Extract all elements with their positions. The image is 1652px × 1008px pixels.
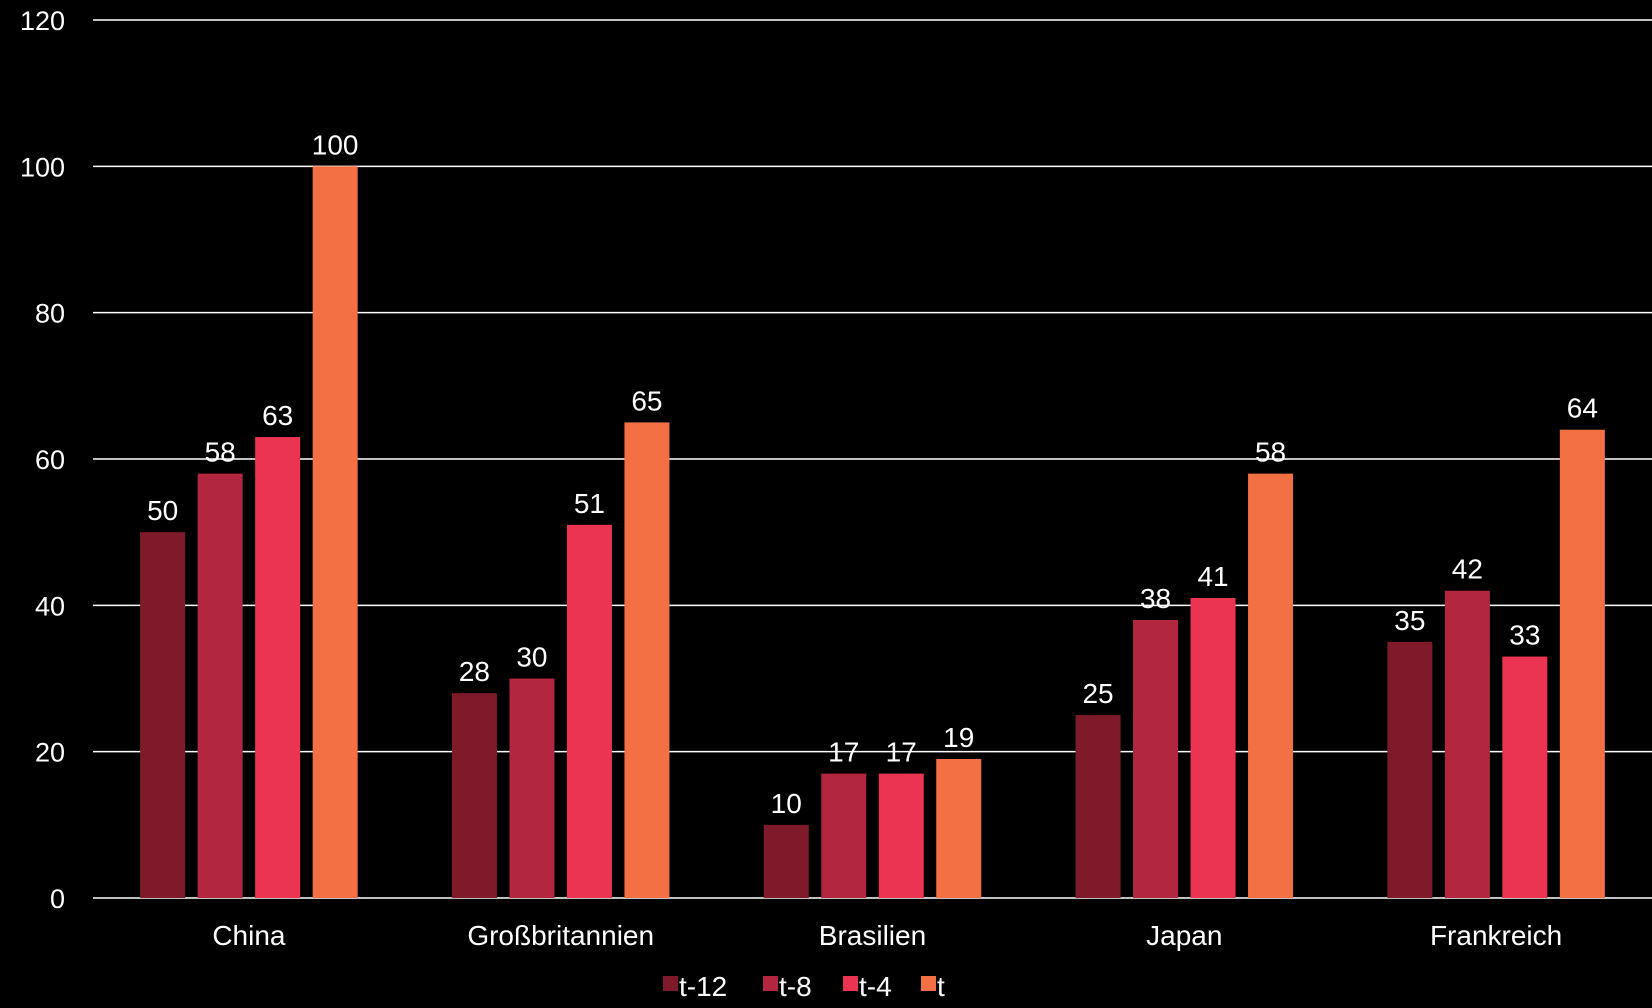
y-tick-label: 40 — [35, 591, 65, 621]
y-tick-label: 100 — [20, 152, 65, 182]
y-tick-label: 120 — [20, 6, 65, 36]
data-label: 41 — [1197, 561, 1228, 592]
x-tick-label: China — [212, 920, 286, 951]
bar — [1387, 641, 1433, 898]
data-label: 51 — [574, 488, 605, 519]
y-axis-tick-labels: 0 20 40 60 80 100 120 — [20, 6, 65, 914]
bar — [140, 532, 186, 898]
y-tick-label: 0 — [50, 884, 65, 914]
bar — [1190, 598, 1236, 898]
legend-item: t-4 — [843, 971, 892, 1002]
bar — [763, 824, 809, 898]
bar — [255, 437, 301, 898]
legend-label: t-8 — [779, 971, 812, 1002]
bar — [312, 166, 358, 899]
legend-swatch — [663, 976, 678, 991]
data-label: 38 — [1140, 583, 1171, 614]
bar — [509, 678, 555, 898]
data-label: 65 — [631, 385, 662, 416]
data-label: 30 — [516, 642, 547, 673]
bar — [1559, 429, 1605, 898]
legend-item: t-8 — [763, 971, 812, 1002]
legend-swatch — [763, 976, 778, 991]
data-label: 10 — [771, 788, 802, 819]
bar — [624, 422, 670, 898]
bar — [821, 773, 867, 898]
x-tick-label: Japan — [1146, 920, 1222, 951]
legend: t-12 t-8 t-4 t — [663, 971, 945, 1002]
bar — [1248, 473, 1294, 898]
bar — [1133, 619, 1179, 898]
data-label: 28 — [459, 656, 490, 687]
x-tick-label: Brasilien — [819, 920, 926, 951]
legend-label: t — [937, 971, 945, 1002]
data-label: 17 — [828, 737, 859, 768]
bar — [936, 758, 982, 898]
bar — [566, 524, 612, 898]
y-tick-label: 80 — [35, 299, 65, 329]
legend-swatch — [843, 976, 858, 991]
bar — [451, 693, 497, 898]
data-labels: 50 58 63 100 28 30 51 65 10 17 17 19 25 38 41 58 35 42 33 6… — [147, 129, 1598, 819]
legend-item: t-12 — [663, 971, 727, 1002]
x-axis-category-labels: China Großbritannien Brasilien Japan Frankre… — [212, 920, 1562, 951]
data-label: 50 — [147, 495, 178, 526]
data-label: 63 — [262, 400, 293, 431]
data-label: 25 — [1082, 678, 1113, 709]
data-label: 17 — [886, 737, 917, 768]
x-tick-label: Frankreich — [1430, 920, 1562, 951]
legend-item: t — [921, 971, 945, 1002]
bar — [878, 773, 924, 898]
data-label: 58 — [205, 437, 236, 468]
bars — [140, 166, 1605, 899]
legend-label: t-12 — [679, 971, 727, 1002]
data-label: 42 — [1452, 554, 1483, 585]
bar — [197, 473, 243, 898]
legend-label: t-4 — [859, 971, 892, 1002]
data-label: 58 — [1255, 437, 1286, 468]
data-label: 19 — [943, 722, 974, 753]
y-tick-label: 20 — [35, 738, 65, 768]
y-tick-label: 60 — [35, 445, 65, 475]
data-label: 100 — [312, 129, 359, 160]
bar — [1502, 656, 1548, 898]
legend-swatch — [921, 976, 936, 991]
bar — [1075, 715, 1121, 898]
data-label: 33 — [1509, 620, 1540, 651]
data-label: 35 — [1394, 605, 1425, 636]
data-label: 64 — [1567, 393, 1598, 424]
bar — [1444, 590, 1490, 898]
x-tick-label: Großbritannien — [467, 920, 654, 951]
